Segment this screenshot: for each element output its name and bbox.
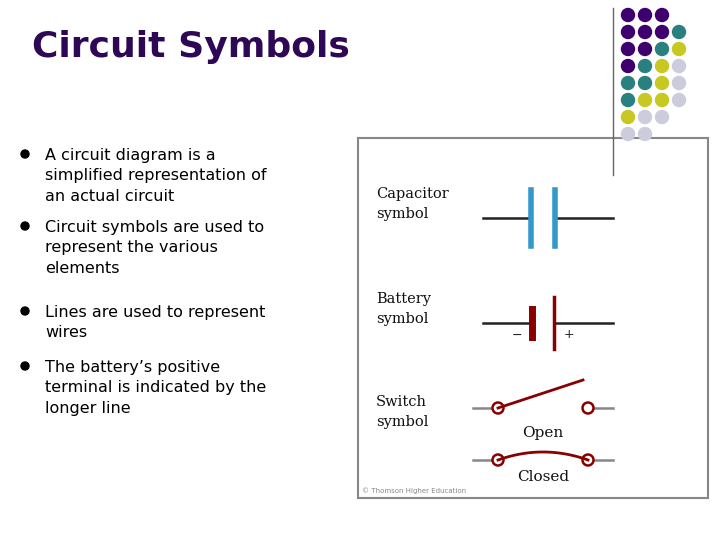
Text: Circuit Symbols: Circuit Symbols — [32, 30, 350, 64]
Circle shape — [621, 93, 634, 106]
Text: Capacitor
symbol: Capacitor symbol — [376, 187, 449, 221]
Circle shape — [21, 362, 29, 370]
Circle shape — [621, 43, 634, 56]
Circle shape — [672, 43, 685, 56]
Circle shape — [21, 150, 29, 158]
Circle shape — [639, 9, 652, 22]
Text: The battery’s positive
terminal is indicated by the
longer line: The battery’s positive terminal is indic… — [45, 360, 266, 416]
Circle shape — [655, 77, 668, 90]
Text: © Thomson Higher Education: © Thomson Higher Education — [362, 487, 466, 494]
Circle shape — [621, 111, 634, 124]
Circle shape — [621, 9, 634, 22]
Circle shape — [655, 25, 668, 38]
Circle shape — [655, 59, 668, 72]
Text: A circuit diagram is a
simplified representation of
an actual circuit: A circuit diagram is a simplified repres… — [45, 148, 266, 204]
Circle shape — [621, 25, 634, 38]
Circle shape — [639, 43, 652, 56]
Circle shape — [639, 111, 652, 124]
Circle shape — [639, 59, 652, 72]
Circle shape — [655, 111, 668, 124]
Circle shape — [639, 77, 652, 90]
Circle shape — [639, 93, 652, 106]
Circle shape — [582, 402, 593, 414]
Circle shape — [621, 77, 634, 90]
Text: Switch
symbol: Switch symbol — [376, 395, 428, 429]
Text: Circuit symbols are used to
represent the various
elements: Circuit symbols are used to represent th… — [45, 220, 264, 276]
Circle shape — [639, 127, 652, 140]
Circle shape — [21, 222, 29, 230]
Circle shape — [639, 25, 652, 38]
Circle shape — [621, 59, 634, 72]
Circle shape — [582, 455, 593, 465]
Circle shape — [492, 402, 503, 414]
Circle shape — [655, 43, 668, 56]
Text: Lines are used to represent
wires: Lines are used to represent wires — [45, 305, 266, 340]
Circle shape — [492, 455, 503, 465]
Text: +: + — [564, 328, 575, 341]
Circle shape — [655, 93, 668, 106]
Text: Open: Open — [523, 426, 564, 440]
Circle shape — [21, 307, 29, 315]
Circle shape — [621, 127, 634, 140]
Circle shape — [672, 77, 685, 90]
Text: −: − — [512, 328, 522, 341]
Text: Battery
symbol: Battery symbol — [376, 292, 431, 326]
Circle shape — [672, 93, 685, 106]
Bar — [358, 138, 708, 498]
Circle shape — [672, 59, 685, 72]
Text: Closed: Closed — [517, 470, 569, 484]
Circle shape — [655, 9, 668, 22]
Circle shape — [672, 25, 685, 38]
